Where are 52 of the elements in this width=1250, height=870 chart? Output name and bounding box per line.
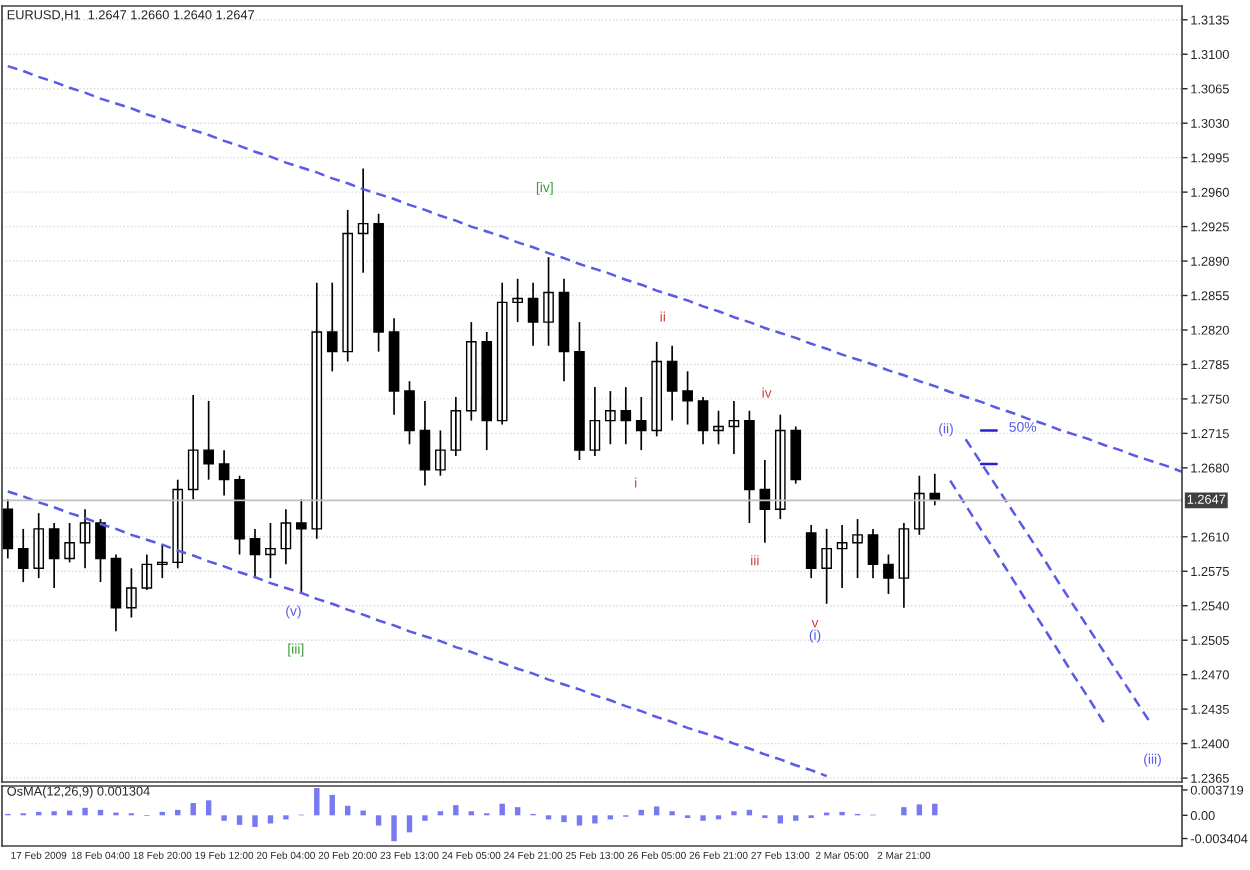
candlestick bbox=[821, 528, 832, 605]
bar bbox=[514, 807, 521, 816]
bar bbox=[205, 800, 212, 816]
bar bbox=[190, 803, 196, 816]
bar bbox=[82, 807, 88, 816]
bar bbox=[360, 810, 366, 816]
bar bbox=[375, 815, 382, 826]
candlestick bbox=[435, 429, 446, 477]
candlestick bbox=[234, 474, 245, 556]
bar bbox=[422, 815, 428, 821]
candlestick bbox=[95, 518, 106, 583]
candlestick bbox=[404, 380, 415, 446]
bar bbox=[236, 815, 243, 825]
bar bbox=[932, 803, 938, 816]
candlestick bbox=[744, 409, 755, 524]
candlestick bbox=[373, 212, 384, 353]
candlestick bbox=[883, 553, 894, 595]
line-series bbox=[949, 479, 1106, 726]
candlestick bbox=[713, 409, 724, 446]
candlestick bbox=[512, 277, 523, 323]
candlestick bbox=[543, 256, 554, 347]
bar bbox=[453, 805, 459, 816]
candlestick bbox=[605, 390, 616, 446]
bar bbox=[700, 815, 706, 821]
bar bbox=[561, 815, 567, 823]
bar bbox=[267, 815, 274, 824]
bar bbox=[221, 815, 227, 821]
candlestick bbox=[203, 400, 214, 481]
line-series bbox=[6, 490, 828, 778]
candlestick bbox=[64, 522, 75, 564]
bar bbox=[499, 803, 505, 816]
bar bbox=[793, 815, 799, 821]
candlestick bbox=[852, 518, 863, 579]
candlestick bbox=[914, 474, 925, 536]
bar bbox=[576, 815, 583, 826]
bar bbox=[916, 804, 923, 816]
bar bbox=[252, 815, 258, 827]
candlestick bbox=[296, 498, 307, 593]
candlestick bbox=[574, 321, 585, 461]
bar bbox=[314, 788, 320, 816]
candlestick bbox=[682, 370, 693, 426]
candlestick bbox=[265, 522, 276, 579]
bar bbox=[901, 807, 907, 816]
bar bbox=[777, 815, 783, 824]
line-series bbox=[964, 438, 1153, 726]
bar bbox=[592, 815, 598, 824]
bar bbox=[406, 815, 413, 833]
line-series bbox=[6, 64, 1182, 474]
bar bbox=[653, 806, 660, 816]
bar bbox=[391, 815, 397, 842]
candlestick bbox=[126, 567, 137, 619]
bar bbox=[329, 794, 335, 816]
